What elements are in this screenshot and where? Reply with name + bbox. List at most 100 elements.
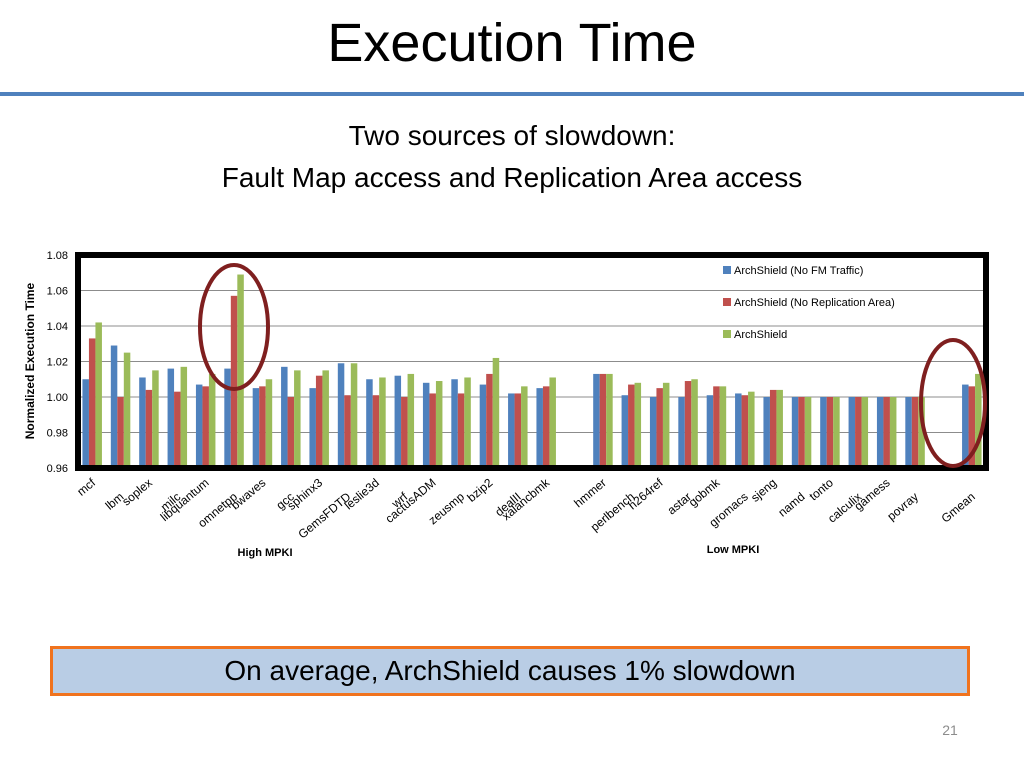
group-label-high-mpki: High MPKI [238, 547, 293, 559]
bar-h264ref-s0 [649, 397, 657, 468]
bar-namd-s2 [804, 397, 812, 468]
bar-namd-s0 [791, 397, 799, 468]
slide-title: Execution Time [327, 13, 697, 73]
bar-milc-s2 [180, 366, 188, 468]
bar-soplex-s2 [152, 370, 159, 468]
bar-leslie3d-s0 [366, 379, 373, 468]
bar-xalancbmk-s2 [549, 377, 556, 468]
legend-swatch [723, 330, 731, 338]
bar-sjeng-s0 [763, 397, 770, 468]
bar-bzip2-s2 [492, 357, 500, 468]
bar-gcc-s0 [281, 366, 288, 468]
highlight-circle-gmean [919, 338, 987, 468]
page-number: 21 [942, 722, 958, 738]
bars [82, 274, 982, 468]
bar-astar-s0 [678, 397, 685, 468]
legend: ArchShield (No FM Traffic) ArchShield (No… [723, 265, 895, 341]
bar-Gmean-s0 [962, 384, 969, 468]
bar-sjeng-s1 [769, 389, 777, 468]
bar-leslie3d-s2 [379, 377, 386, 468]
bar-gobmk-s1 [713, 386, 720, 468]
bar-sphinx3-s0 [309, 388, 316, 468]
bar-soplex-s1 [145, 389, 153, 468]
bar-gcc-s2 [294, 370, 301, 468]
bar-tonto-s2 [833, 397, 840, 468]
bar-zeusmp-s2 [464, 377, 471, 468]
conclusion-box: On average, ArchShield causes 1% slowdow… [50, 646, 970, 696]
y-tick-label: 1.08 [47, 250, 68, 262]
bar-sjeng-s2 [776, 389, 783, 468]
x-tick-label: tonto [806, 475, 836, 503]
bar-h264ref-s1 [656, 388, 663, 468]
bar-povray-s2 [918, 397, 925, 468]
y-tick-labels: 0.96 0.98 1.00 1.02 1.04 1.06 1.08 [47, 250, 68, 475]
y-tick-label: 1.02 [47, 357, 68, 369]
bar-lbm-s1 [117, 397, 124, 468]
bar-gamess-s0 [876, 397, 884, 468]
bar-bzip2-s0 [479, 384, 487, 468]
bar-wrf-s2 [407, 373, 415, 468]
y-tick-label: 1.00 [47, 392, 68, 404]
y-tick-label: 1.06 [47, 286, 68, 298]
y-axis-label: Normalized Execution Time [23, 282, 37, 439]
bar-dealII-s2 [521, 386, 528, 468]
x-tick-label: gromacs [706, 490, 750, 530]
bar-cactusADM-s0 [422, 382, 430, 468]
x-tick-label: bzip2 [464, 475, 495, 504]
bar-povray-s0 [905, 397, 912, 468]
bar-tonto-s1 [826, 397, 834, 468]
bar-libquantum-s1 [202, 386, 209, 468]
bar-bzip2-s1 [486, 373, 493, 468]
bar-hmmer-s1 [599, 373, 607, 468]
x-tick-label: sjeng [748, 476, 779, 505]
group-label-low-mpki: Low MPKI [707, 544, 760, 556]
y-tick-label: 1.04 [47, 321, 68, 333]
bar-gobmk-s0 [706, 395, 714, 468]
legend-label: ArchShield (No FM Traffic) [734, 265, 863, 277]
bar-astar-s2 [691, 379, 698, 468]
bar-hmmer-s2 [606, 373, 613, 468]
bar-libquantum-s0 [195, 384, 203, 468]
x-tick-label: omnetpp [195, 489, 240, 530]
bar-dealII-s1 [514, 393, 522, 468]
bar-perlbench-s1 [628, 384, 635, 468]
bar-Gmean-s2 [975, 373, 982, 468]
x-tick-label: povray [884, 490, 921, 524]
x-tick-label: hmmer [571, 476, 609, 511]
bar-bwaves-s1 [259, 386, 266, 468]
bar-bwaves-s2 [265, 379, 273, 468]
bar-gamess-s2 [889, 397, 897, 468]
bar-calculix-s1 [855, 397, 862, 468]
bar-h264ref-s2 [662, 382, 670, 468]
legend-label: ArchShield [734, 329, 787, 341]
bar-hmmer-s0 [593, 373, 600, 468]
bar-Gmean-s1 [968, 386, 976, 468]
legend-swatch [723, 266, 731, 274]
bar-xalancbmk-s0 [536, 388, 543, 468]
bar-wrf-s0 [394, 375, 402, 468]
x-tick-label: gobmk [686, 475, 723, 510]
bar-calculix-s2 [861, 397, 869, 468]
bar-tonto-s0 [820, 397, 827, 468]
bar-milc-s1 [174, 391, 181, 468]
x-tick-label: namd [775, 490, 807, 520]
title-rule [0, 92, 1024, 96]
bar-mcf-s2 [95, 322, 102, 468]
bar-omnetpp-s1 [230, 295, 238, 468]
bar-lbm-s0 [110, 345, 118, 468]
bar-astar-s1 [684, 381, 692, 468]
y-tick-label: 0.98 [47, 428, 68, 440]
bar-gromacs-s0 [735, 393, 742, 468]
bar-sphinx3-s1 [315, 375, 323, 468]
bar-soplex-s0 [139, 377, 146, 468]
legend-label: ArchShield (No Replication Area) [734, 297, 895, 309]
bar-libquantum-s2 [208, 373, 216, 468]
bar-dealII-s0 [508, 393, 515, 468]
legend-swatch [723, 298, 731, 306]
bar-namd-s1 [798, 397, 805, 468]
bar-sphinx3-s2 [322, 370, 329, 468]
bar-leslie3d-s1 [372, 395, 380, 468]
y-tick-label: 0.96 [47, 463, 68, 475]
bar-gromacs-s1 [741, 395, 749, 468]
bar-wrf-s1 [401, 397, 408, 468]
